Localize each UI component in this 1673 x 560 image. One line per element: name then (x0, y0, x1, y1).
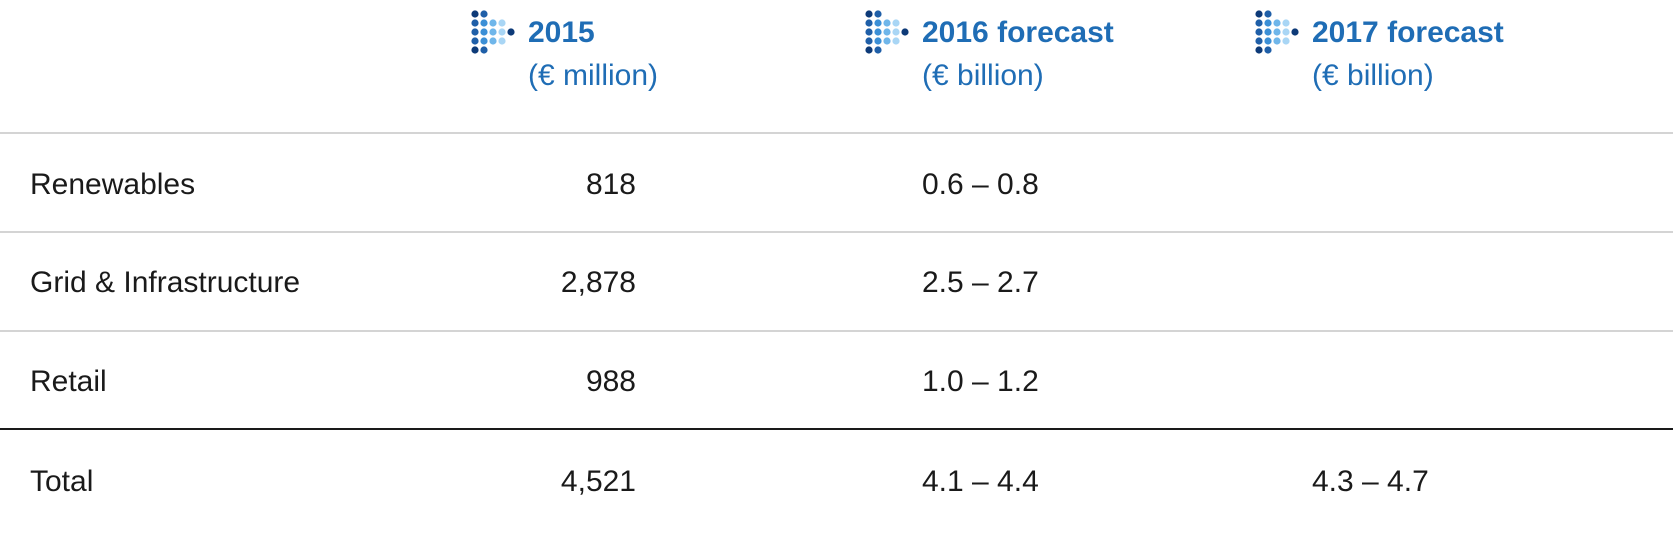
column-title: 2017 forecast (1312, 16, 1504, 49)
column-title: 2015 (528, 16, 595, 49)
cell: 4,521 (560, 465, 636, 498)
row-label: Renewables (30, 168, 196, 201)
column-title: 2016 forecast (922, 16, 1114, 49)
row-rule (0, 231, 1673, 233)
cell: 4.1 – 4.4 (922, 465, 1039, 498)
cell: 988 (585, 365, 636, 398)
column-unit: (€ billion) (1312, 59, 1434, 92)
total-rule (0, 428, 1673, 430)
header-rule (0, 132, 1673, 134)
row-label: Grid & Infrastructure (30, 266, 301, 299)
cell: 2.5 – 2.7 (922, 266, 1039, 299)
arrow-icon (471, 10, 515, 54)
row-label: Total (30, 465, 94, 498)
column-unit: (€ billion) (922, 59, 1044, 92)
row-label: Retail (30, 365, 107, 398)
column-unit: (€ million) (528, 59, 659, 92)
cell: 2,878 (560, 266, 636, 299)
cell: 0.6 – 0.8 (922, 168, 1039, 201)
cell: 818 (585, 168, 636, 201)
arrow-icon (1255, 10, 1299, 54)
cell: 4.3 – 4.7 (1312, 465, 1429, 498)
cell: 1.0 – 1.2 (922, 365, 1039, 398)
row-rule (0, 330, 1673, 332)
arrow-icon (865, 10, 909, 54)
